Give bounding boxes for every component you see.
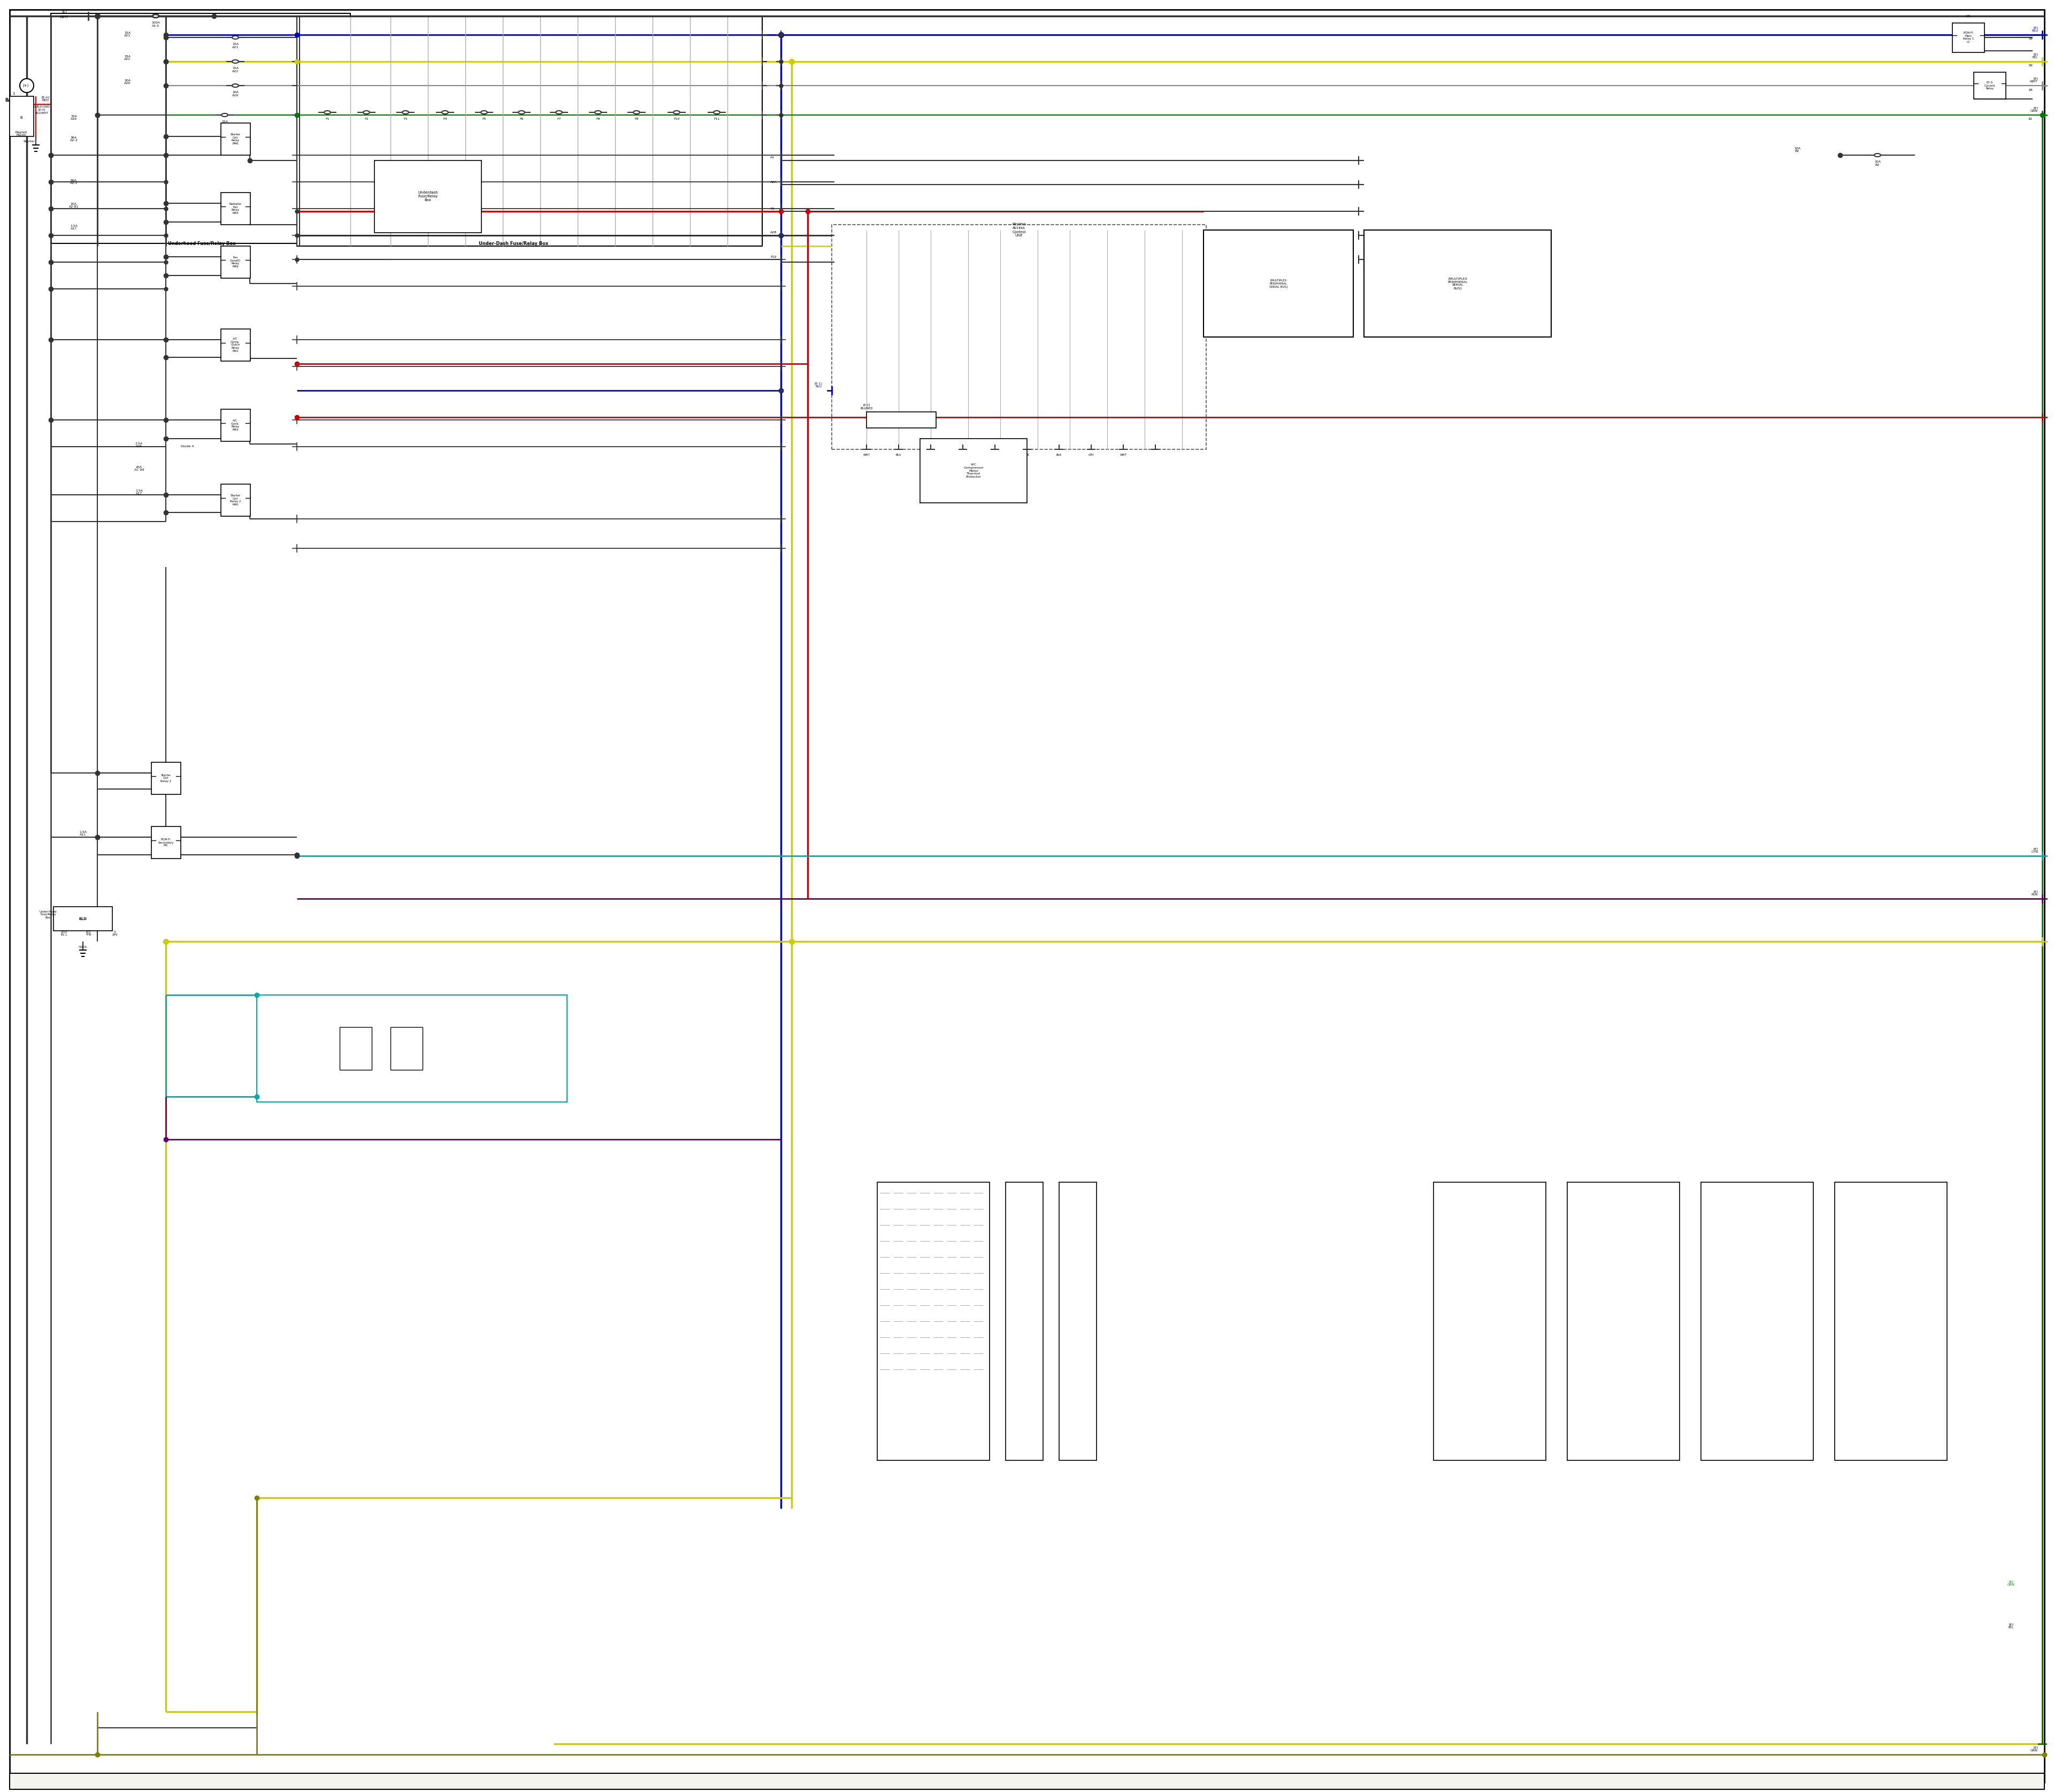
Text: F4: F4 — [444, 118, 448, 120]
Text: [E]
YEL: [E] YEL — [2009, 1624, 2015, 1629]
Text: Keyless
Access
Control
Unit: Keyless Access Control Unit — [1013, 222, 1025, 237]
Text: Underhood Fuse/Relay Box: Underhood Fuse/Relay Box — [168, 240, 236, 246]
Text: Under-Dash Fuse/Relay Box: Under-Dash Fuse/Relay Box — [479, 240, 548, 246]
Text: 59: 59 — [2029, 65, 2033, 66]
Text: Under-Hood
Fuse/Relay
Box: Under-Hood Fuse/Relay Box — [39, 910, 58, 919]
Text: 1.5A
A17: 1.5A A17 — [70, 224, 78, 229]
Bar — [51, 13, 351, 244]
Text: 100A
A1-5: 100A A1-5 — [152, 22, 160, 27]
Text: 1: 1 — [12, 91, 14, 95]
Text: 10A
B2: 10A B2 — [1793, 147, 1801, 152]
Text: 10A
A29: 10A A29 — [123, 79, 131, 84]
Text: 2.5A
A25: 2.5A A25 — [136, 443, 144, 448]
Text: [E-A]
RED: [E-A] RED — [41, 97, 49, 102]
Text: A2A: A2A — [770, 181, 776, 183]
Text: [E]
GRN: [E] GRN — [2031, 1747, 2038, 1753]
Text: Starter
Coil
Relay 2
M40: Starter Coil Relay 2 M40 — [230, 495, 240, 505]
Bar — [1567, 1183, 1680, 1460]
Bar — [832, 224, 1206, 450]
Text: 1.5A
A11: 1.5A A11 — [80, 830, 86, 837]
Ellipse shape — [481, 111, 487, 115]
Text: 68: 68 — [2029, 88, 2033, 91]
Text: F11: F11 — [713, 118, 719, 120]
Text: WHT: WHT — [1119, 453, 1128, 455]
Text: BLK: BLK — [1056, 453, 1062, 455]
Bar — [1006, 1183, 1043, 1460]
Text: F3: F3 — [403, 118, 407, 120]
Text: 20A
A2-81: 20A A2-81 — [70, 202, 78, 208]
Text: 60A
A2-1: 60A A2-1 — [70, 179, 78, 185]
Text: Starter
Coil
Relay
M46: Starter Coil Relay M46 — [230, 133, 240, 145]
Text: Battery: Battery — [4, 99, 23, 102]
Text: [E]/l
BL L: [E]/l BL L — [62, 930, 68, 937]
Text: 20A
AC 99: 20A AC 99 — [134, 466, 144, 471]
Bar — [222, 330, 251, 360]
Bar — [298, 16, 762, 246]
Bar — [10, 1774, 2044, 1790]
Text: 0-
24V: 0- 24V — [113, 930, 117, 937]
Text: F1: F1 — [325, 118, 329, 120]
Bar — [152, 762, 181, 794]
Ellipse shape — [232, 36, 238, 39]
Text: F5: F5 — [483, 118, 487, 120]
Bar — [257, 995, 567, 1102]
Bar — [1974, 72, 2007, 99]
Text: 15A
A21: 15A A21 — [123, 30, 131, 38]
Text: 15A
A21: 15A A21 — [232, 43, 238, 48]
Text: Diode 4: Diode 4 — [181, 446, 193, 448]
Text: 10A
B2: 10A B2 — [1873, 161, 1881, 167]
Text: F2: F2 — [364, 118, 368, 120]
Text: F10: F10 — [674, 118, 680, 120]
Text: CABLE/GND
[E-A]
BLU/WHT: CABLE/GND [E-A] BLU/WHT — [33, 106, 49, 115]
Text: [E]
BLU: [E] BLU — [2031, 27, 2038, 32]
Ellipse shape — [674, 111, 680, 115]
Text: 1.5A
A17: 1.5A A17 — [136, 489, 144, 495]
Bar — [222, 192, 251, 224]
Text: (+): (+) — [23, 84, 29, 88]
Text: [MULTIPLEX
PERIPHERAL
SERIAL
BUS]: [MULTIPLEX PERIPHERAL SERIAL BUS] — [1448, 278, 1469, 290]
Text: A1: A1 — [770, 156, 774, 159]
Text: GRY: GRY — [1089, 453, 1095, 455]
Ellipse shape — [325, 111, 331, 115]
Ellipse shape — [403, 111, 409, 115]
Text: YEL: YEL — [959, 453, 965, 455]
Text: BLU: BLU — [896, 453, 902, 455]
Bar — [339, 1027, 372, 1070]
Bar — [1953, 23, 1984, 52]
Text: WHT: WHT — [60, 16, 68, 18]
Bar — [867, 412, 937, 428]
Bar — [53, 907, 113, 930]
Text: ELD: ELD — [78, 918, 86, 921]
Bar — [1364, 229, 1551, 337]
Text: A/C
Cond.
Relay
M43: A/C Cond. Relay M43 — [232, 419, 240, 432]
Text: 15A
A22: 15A A22 — [232, 66, 238, 73]
Bar — [222, 124, 251, 156]
Bar — [152, 826, 181, 858]
Ellipse shape — [232, 59, 238, 63]
Bar — [10, 97, 33, 136]
Ellipse shape — [442, 111, 448, 115]
Text: [E]
YEL: [E] YEL — [2031, 54, 2038, 59]
Text: Magneti
Marelli: Magneti Marelli — [16, 131, 27, 136]
Text: 15A
A16: 15A A16 — [70, 115, 78, 120]
Text: 36A
A2-3: 36A A2-3 — [70, 136, 78, 142]
Ellipse shape — [518, 111, 524, 115]
Bar — [1701, 1183, 1814, 1460]
Text: Underdash
Fuse/Relay
Box: Underdash Fuse/Relay Box — [417, 192, 438, 202]
Text: F9: F9 — [635, 118, 639, 120]
Text: [E]l
YTB: [E]l YTB — [86, 930, 90, 937]
Text: [E-1]
BLU: [E-1] BLU — [815, 382, 822, 389]
Text: 2017 Mazda 3  —  Wiring Diagrams  —  Sample: 2017 Mazda 3 — Wiring Diagrams — Sample — [949, 1779, 1105, 1785]
Text: F1: F1 — [770, 208, 774, 210]
Ellipse shape — [364, 111, 370, 115]
Text: 15A
A16: 15A A16 — [222, 120, 228, 125]
Text: A2B: A2B — [770, 231, 776, 235]
Text: [E]
CYN: [E] CYN — [2031, 848, 2038, 853]
Ellipse shape — [152, 14, 158, 18]
Bar — [1204, 229, 1354, 337]
Ellipse shape — [1873, 154, 1881, 156]
Bar — [374, 161, 481, 233]
Text: A/C
Comp.
Clutch
Relay
M41: A/C Comp. Clutch Relay M41 — [230, 337, 240, 353]
Text: Starter: Starter — [23, 140, 35, 143]
Text: WHT: WHT — [863, 453, 871, 455]
